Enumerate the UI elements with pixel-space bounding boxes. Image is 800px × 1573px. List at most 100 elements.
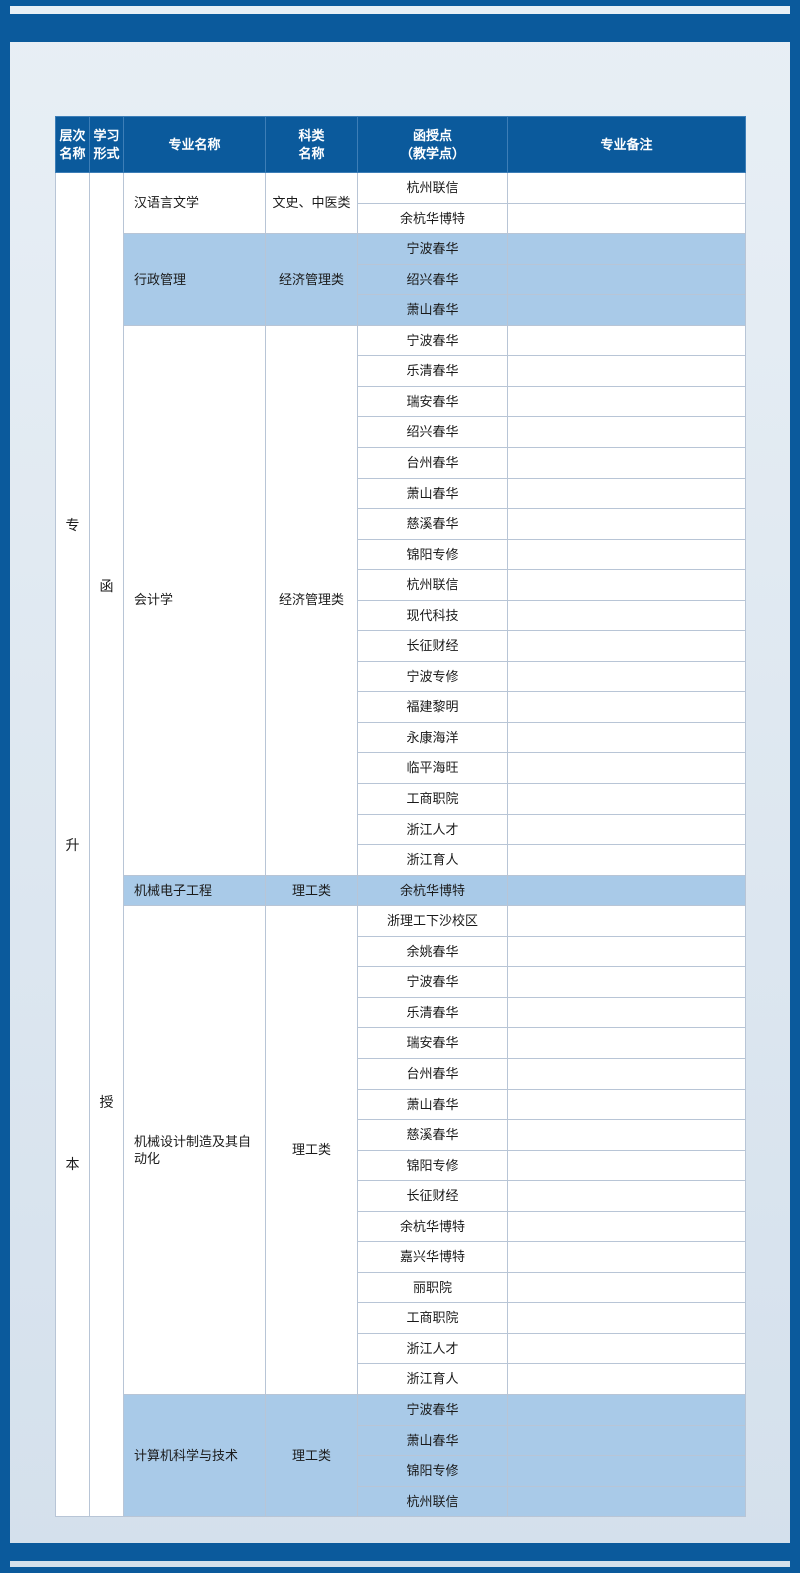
cell-point: 杭州联信: [358, 570, 508, 601]
cell-remark: [508, 295, 746, 326]
cell-major: 会计学: [124, 325, 266, 875]
cell-major: 汉语言文学: [124, 173, 266, 234]
cell-point: 慈溪春华: [358, 1120, 508, 1151]
cell-point: 瑞安春华: [358, 1028, 508, 1059]
form-char: 授: [94, 1093, 119, 1112]
top-border-thick: [10, 14, 790, 42]
cell-point: 萧山春华: [358, 1089, 508, 1120]
cell-remark: [508, 936, 746, 967]
cell-point: 宁波春华: [358, 325, 508, 356]
cell-remark: [508, 478, 746, 509]
cell-remark: [508, 692, 746, 723]
cell-point: 台州春华: [358, 448, 508, 479]
cell-point: 锦阳专修: [358, 539, 508, 570]
cell-remark: [508, 1394, 746, 1425]
majors-table: 层次名称 学习形式 专业名称 科类名称 函授点（教学点） 专业备注 专升本函授汉…: [55, 116, 746, 1517]
cell-point: 宁波春华: [358, 1394, 508, 1425]
cell-remark: [508, 1333, 746, 1364]
cell-major: 行政管理: [124, 234, 266, 326]
cell-category: 理工类: [266, 906, 358, 1395]
cell-point: 萧山春华: [358, 478, 508, 509]
cell-point: 嘉兴华博特: [358, 1242, 508, 1273]
cell-point: 丽职院: [358, 1272, 508, 1303]
cell-remark: [508, 631, 746, 662]
cell-point: 永康海洋: [358, 722, 508, 753]
th-point: 函授点（教学点）: [358, 117, 508, 173]
cell-point: 浙江人才: [358, 1333, 508, 1364]
table-header-row: 层次名称 学习形式 专业名称 科类名称 函授点（教学点） 专业备注: [56, 117, 746, 173]
cell-remark: [508, 845, 746, 876]
table-row: 行政管理经济管理类宁波春华: [56, 234, 746, 265]
cell-remark: [508, 1089, 746, 1120]
cell-form: 函授: [90, 173, 124, 1517]
cell-remark: [508, 264, 746, 295]
form-char: 函: [94, 577, 119, 596]
cell-point: 宁波春华: [358, 967, 508, 998]
cell-point: 宁波春华: [358, 234, 508, 265]
cell-remark: [508, 325, 746, 356]
cell-point: 杭州联信: [358, 1486, 508, 1517]
cell-remark: [508, 234, 746, 265]
cell-remark: [508, 203, 746, 234]
cell-category: 理工类: [266, 1394, 358, 1516]
cell-category: 经济管理类: [266, 234, 358, 326]
cell-remark: [508, 1272, 746, 1303]
cell-remark: [508, 1303, 746, 1334]
cell-remark: [508, 173, 746, 204]
cell-remark: [508, 1486, 746, 1517]
cell-point: 锦阳专修: [358, 1456, 508, 1487]
cell-level: 专升本: [56, 173, 90, 1517]
cell-remark: [508, 356, 746, 387]
cell-major: 机械电子工程: [124, 875, 266, 906]
cell-remark: [508, 722, 746, 753]
cell-remark: [508, 1456, 746, 1487]
cell-remark: [508, 386, 746, 417]
cell-point: 瑞安春华: [358, 386, 508, 417]
cell-point: 工商职院: [358, 1303, 508, 1334]
th-remark: 专业备注: [508, 117, 746, 173]
cell-remark: [508, 967, 746, 998]
table-row: 机械电子工程理工类余杭华博特: [56, 875, 746, 906]
table-row: 计算机科学与技术理工类宁波春华: [56, 1394, 746, 1425]
cell-remark: [508, 1211, 746, 1242]
cell-point: 工商职院: [358, 784, 508, 815]
cell-remark: [508, 1181, 746, 1212]
cell-category: 经济管理类: [266, 325, 358, 875]
cell-remark: [508, 1425, 746, 1456]
table-body: 专升本函授汉语言文学文史、中医类杭州联信余杭华博特行政管理经济管理类宁波春华绍兴…: [56, 173, 746, 1517]
cell-category: 理工类: [266, 875, 358, 906]
content-area: 层次名称 学习形式 专业名称 科类名称 函授点（教学点） 专业备注 专升本函授汉…: [10, 42, 790, 1537]
cell-remark: [508, 875, 746, 906]
bottom-border-thick: [10, 1543, 790, 1561]
cell-point: 杭州联信: [358, 173, 508, 204]
cell-point: 绍兴春华: [358, 417, 508, 448]
cell-point: 余杭华博特: [358, 875, 508, 906]
bottom-border-thin: [10, 1567, 790, 1573]
cell-major: 机械设计制造及其自动化: [124, 906, 266, 1395]
cell-point: 宁波专修: [358, 661, 508, 692]
level-char: 本: [60, 1157, 85, 1171]
cell-remark: [508, 661, 746, 692]
cell-point: 长征财经: [358, 631, 508, 662]
cell-remark: [508, 600, 746, 631]
table-row: 机械设计制造及其自动化理工类浙理工下沙校区: [56, 906, 746, 937]
cell-point: 浙江育人: [358, 1364, 508, 1395]
th-level: 层次名称: [56, 117, 90, 173]
cell-category: 文史、中医类: [266, 173, 358, 234]
top-border-thin: [10, 0, 790, 6]
cell-remark: [508, 1364, 746, 1395]
cell-point: 余姚春华: [358, 936, 508, 967]
cell-point: 萧山春华: [358, 295, 508, 326]
cell-remark: [508, 1150, 746, 1181]
cell-point: 浙江育人: [358, 845, 508, 876]
cell-remark: [508, 997, 746, 1028]
cell-remark: [508, 417, 746, 448]
cell-point: 台州春华: [358, 1058, 508, 1089]
cell-major: 计算机科学与技术: [124, 1394, 266, 1516]
table-row: 会计学经济管理类宁波春华: [56, 325, 746, 356]
th-category: 科类名称: [266, 117, 358, 173]
cell-remark: [508, 1058, 746, 1089]
cell-remark: [508, 1242, 746, 1273]
cell-remark: [508, 1120, 746, 1151]
cell-point: 临平海旺: [358, 753, 508, 784]
